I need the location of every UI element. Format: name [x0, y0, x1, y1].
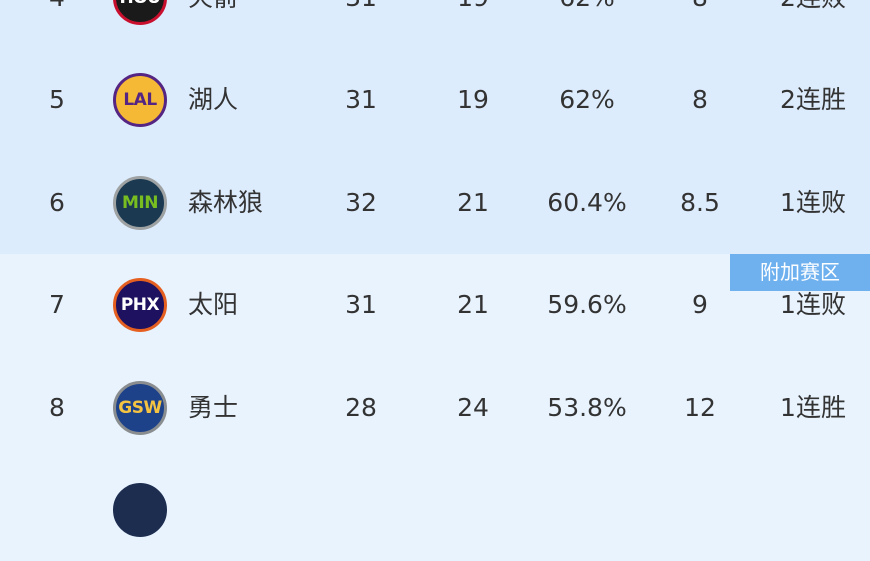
- team-logo: [113, 483, 167, 537]
- team-name[interactable]: 太阳: [188, 290, 239, 319]
- pct-cell: 53.8%: [547, 393, 627, 422]
- streak-cell: 2连胜: [780, 85, 846, 114]
- gb-cell: 8.5: [680, 188, 720, 217]
- team-name[interactable]: 火箭: [188, 0, 238, 49]
- table-row[interactable]: 8 28 24 53.8% 12 1连胜 GSW 勇士: [0, 357, 870, 459]
- team-logo: HOU: [113, 0, 167, 25]
- team-name[interactable]: 森林狼: [188, 188, 264, 217]
- w-cell: 31: [345, 290, 377, 319]
- gb-cell: 8: [692, 85, 708, 114]
- table-row[interactable]: [0, 459, 870, 561]
- team-logo: MIN: [113, 176, 167, 230]
- w-cell: 28: [345, 393, 377, 422]
- table-row[interactable]: 6 32 21 60.4% 8.5 1连败 MIN 森林狼: [0, 152, 870, 254]
- team-logo: PHX: [113, 278, 167, 332]
- w-cell: 31: [345, 0, 377, 49]
- table-row[interactable]: 7 31 21 59.6% 9 1连败 PHX 太阳: [0, 254, 870, 356]
- streak-cell: 1连败: [780, 188, 846, 217]
- table-row[interactable]: 4 31 19 62% 8 2连败 HOU 火箭: [0, 0, 870, 49]
- rank-cell: 6: [49, 188, 65, 217]
- team-logo: GSW: [113, 381, 167, 435]
- streak-cell: 1连胜: [780, 393, 846, 422]
- table-row[interactable]: 5 31 19 62% 8 2连胜 LAL 湖人: [0, 49, 870, 151]
- w-cell: 31: [345, 85, 377, 114]
- gb-cell: 12: [684, 393, 716, 422]
- pct-cell: 59.6%: [547, 290, 627, 319]
- l-cell: 21: [457, 188, 489, 217]
- rank-cell: 8: [49, 393, 65, 422]
- pct-cell: 62%: [559, 0, 615, 49]
- team-logo: LAL: [113, 73, 167, 127]
- w-cell: 32: [345, 188, 377, 217]
- team-name[interactable]: 湖人: [188, 85, 239, 114]
- pct-cell: 62%: [559, 85, 615, 114]
- rank-cell: 5: [49, 85, 65, 114]
- rank-cell: 7: [49, 290, 65, 319]
- rank-cell: 4: [49, 0, 65, 49]
- pct-cell: 60.4%: [547, 188, 627, 217]
- l-cell: 19: [457, 85, 489, 114]
- play-in-zone-badge: 附加赛区: [730, 254, 870, 291]
- streak-cell: 1连败: [780, 290, 846, 319]
- gb-cell: 9: [692, 290, 708, 319]
- gb-cell: 8: [692, 0, 708, 49]
- streak-cell: 2连败: [780, 0, 846, 49]
- team-name[interactable]: 勇士: [188, 393, 239, 422]
- l-cell: 24: [457, 393, 489, 422]
- l-cell: 21: [457, 290, 489, 319]
- l-cell: 19: [457, 0, 489, 49]
